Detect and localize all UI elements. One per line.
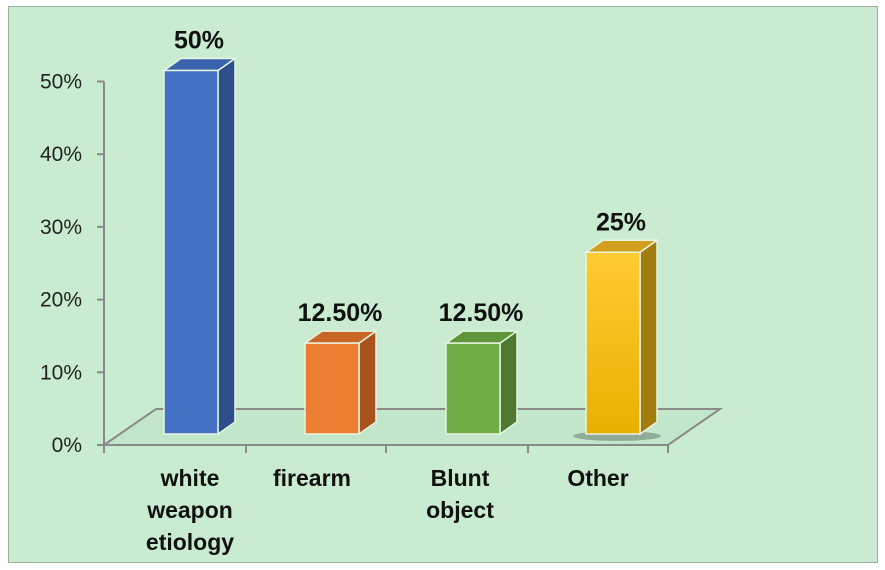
category-label-line: weapon — [146, 497, 233, 523]
bar-side-face — [217, 57, 236, 436]
y-tick-label: 40% — [40, 143, 82, 166]
bar — [161, 57, 238, 436]
category-label-line: Other — [567, 465, 628, 491]
chart-floor — [100, 408, 724, 446]
category-label: white weapon etiology — [146, 465, 234, 555]
y-tick-label: 50% — [40, 71, 82, 94]
bar-front-face — [304, 342, 360, 435]
bar-side-face — [639, 238, 658, 436]
bar-front-face — [585, 251, 641, 435]
floor-plane — [100, 408, 724, 446]
category-label-line: firearm — [273, 465, 351, 491]
bar-front-face — [163, 69, 219, 435]
bar-front-face — [445, 342, 501, 435]
category-label-line: white — [160, 465, 220, 491]
bar-side-face — [499, 329, 518, 436]
bar — [443, 329, 520, 436]
category-label-line: etiology — [146, 529, 234, 555]
bars — [161, 57, 661, 441]
y-tick-label: 30% — [40, 216, 82, 239]
data-label: 25% — [596, 208, 646, 236]
data-label: 50% — [174, 27, 224, 55]
y-axis: 0% 10% 20% 30% 40% 50% — [40, 71, 669, 457]
category-label-line: object — [426, 497, 494, 523]
category-label: Other — [567, 465, 628, 491]
bar — [573, 238, 661, 441]
plot-background — [9, 7, 877, 562]
data-labels: 50% 12.50% 12.50% 25% — [174, 27, 646, 328]
category-label-line: Blunt — [431, 465, 490, 491]
data-label: 12.50% — [439, 299, 524, 327]
category-labels: white weapon etiology firearm Blunt object Oth… — [146, 465, 629, 555]
bar-side-face — [358, 329, 377, 436]
y-tick-label: 10% — [40, 361, 82, 384]
y-tick-label: 0% — [52, 434, 82, 457]
bar — [302, 329, 379, 436]
category-label: firearm — [273, 465, 351, 491]
data-label: 12.50% — [298, 299, 383, 327]
category-label: Blunt object — [426, 465, 494, 523]
y-tick-label: 20% — [40, 289, 82, 312]
chart-frame — [8, 6, 878, 563]
